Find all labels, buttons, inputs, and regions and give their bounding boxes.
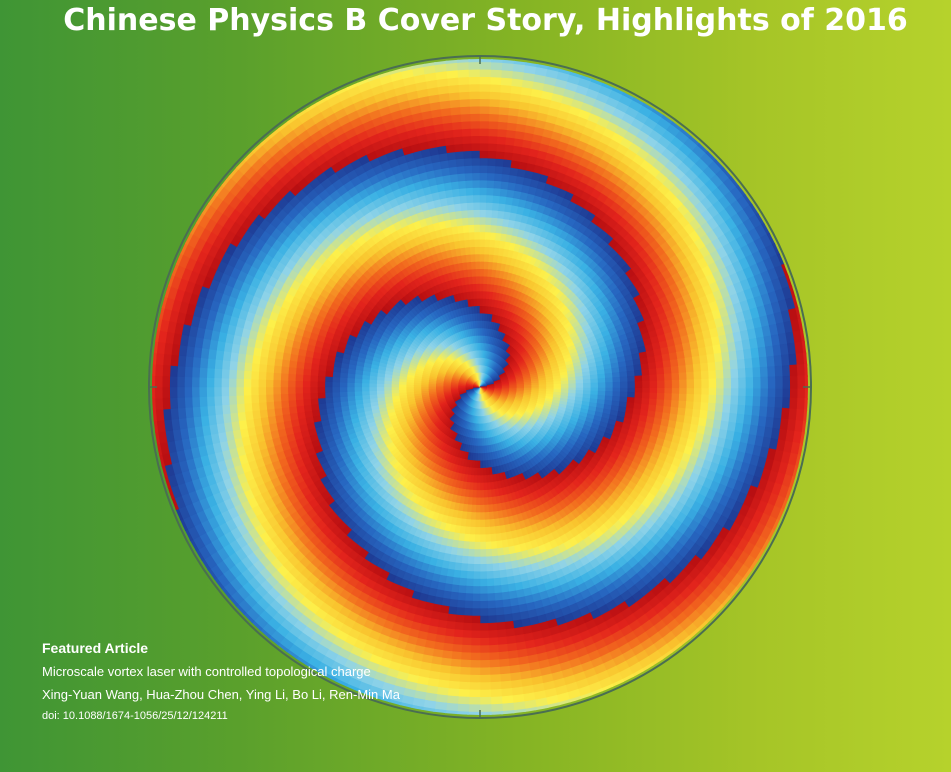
phase-segment [590,382,599,388]
phase-segment [634,380,643,389]
phase-segment [478,571,488,580]
phase-segment [294,386,304,394]
phase-segment [487,386,496,388]
phase-segment [524,384,532,388]
phase-segment [478,586,488,595]
phase-segment [272,385,281,395]
phase-segment [473,209,481,218]
phase-segment [656,380,666,388]
phase-segment [575,383,584,388]
phase-segment [597,382,607,388]
phase-segment [472,179,482,188]
phase-segment [509,385,518,388]
phase-segment [561,383,570,388]
phase-segment [494,385,503,388]
vortex-disc [152,59,808,715]
phase-segment [538,384,547,388]
phase-segment [649,380,658,388]
phase-segment [479,563,487,573]
phase-segment [568,383,577,388]
phase-segment [472,187,482,196]
phase-segment [546,384,555,388]
phase-segment [302,386,311,394]
phase-segment [671,379,680,389]
phase-segment [501,385,510,388]
phase-segment [664,379,673,389]
phase-segment [627,381,636,388]
phase-segment [583,382,592,388]
phase-segment [479,556,487,565]
phase-segment [472,194,482,203]
phase-segment [642,380,651,388]
phase-segment [280,385,289,395]
phase-segment [531,384,540,388]
phase-segment [287,385,296,395]
phase-segment [516,385,525,388]
phase-segment [619,381,629,388]
phase-segment [553,383,562,388]
phase-segment [473,201,481,211]
phase-segment [605,382,614,388]
page-title: Chinese Physics B Cover Story, Highlight… [63,3,908,38]
phase-segment [478,578,488,587]
phase-segment [612,381,621,388]
